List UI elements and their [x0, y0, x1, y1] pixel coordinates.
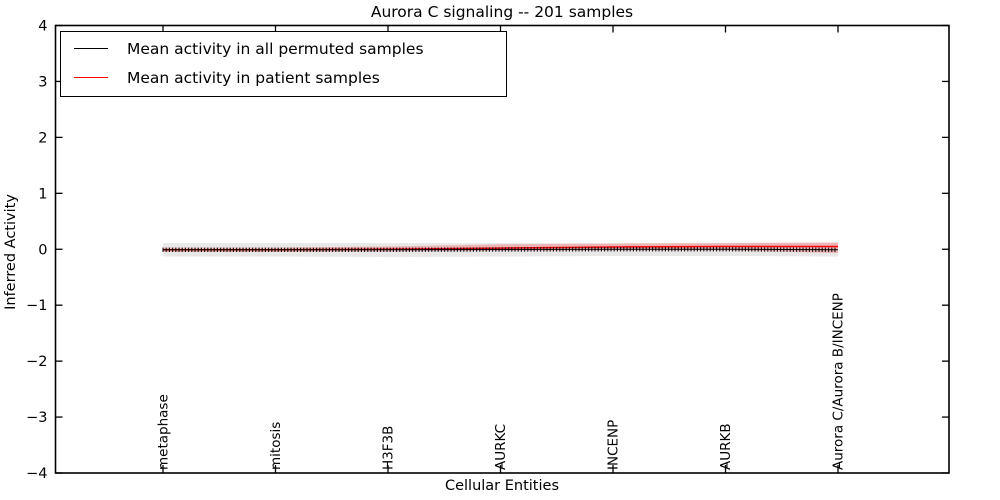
- chart-title: Aurora C signaling -- 201 samples: [370, 3, 634, 21]
- x-category-label: mitosis: [268, 422, 284, 470]
- x-category-label: metaphase: [156, 394, 172, 470]
- x-category-label: INCENP: [606, 420, 622, 470]
- x-category-label: Aurora C/Aurora B/INCENP: [831, 293, 847, 470]
- legend-item-permuted: Mean activity in all permuted samples: [61, 40, 506, 58]
- legend-label-permuted: Mean activity in all permuted samples: [127, 39, 424, 58]
- legend-label-patient: Mean activity in patient samples: [127, 68, 380, 87]
- y-tick-label: −1: [26, 298, 47, 314]
- y-tick-label: 4: [38, 19, 47, 35]
- x-category-label: AURKC: [493, 424, 509, 470]
- y-tick-label: 2: [38, 130, 47, 146]
- permuted-mean-line: [163, 248, 839, 251]
- x-category-label: AURKB: [718, 423, 734, 470]
- y-tick-label: 3: [38, 74, 47, 90]
- y-tick-label: −3: [26, 410, 47, 426]
- legend-item-patient: Mean activity in patient samples: [61, 69, 506, 87]
- y-tick-label: 1: [38, 186, 47, 202]
- permuted-line-markers: [162, 247, 836, 253]
- x-category-label: H3F3B: [381, 426, 397, 470]
- permuted-line-sample-icon: [74, 48, 108, 49]
- x-axis-label: Cellular Entities: [444, 478, 560, 494]
- patient-line-sample-icon: [74, 77, 108, 78]
- y-tick-label: −4: [26, 466, 47, 482]
- y-tick-label: 0: [38, 242, 47, 258]
- legend: Mean activity in all permuted samples Me…: [60, 31, 507, 97]
- y-tick-label: −2: [26, 354, 47, 370]
